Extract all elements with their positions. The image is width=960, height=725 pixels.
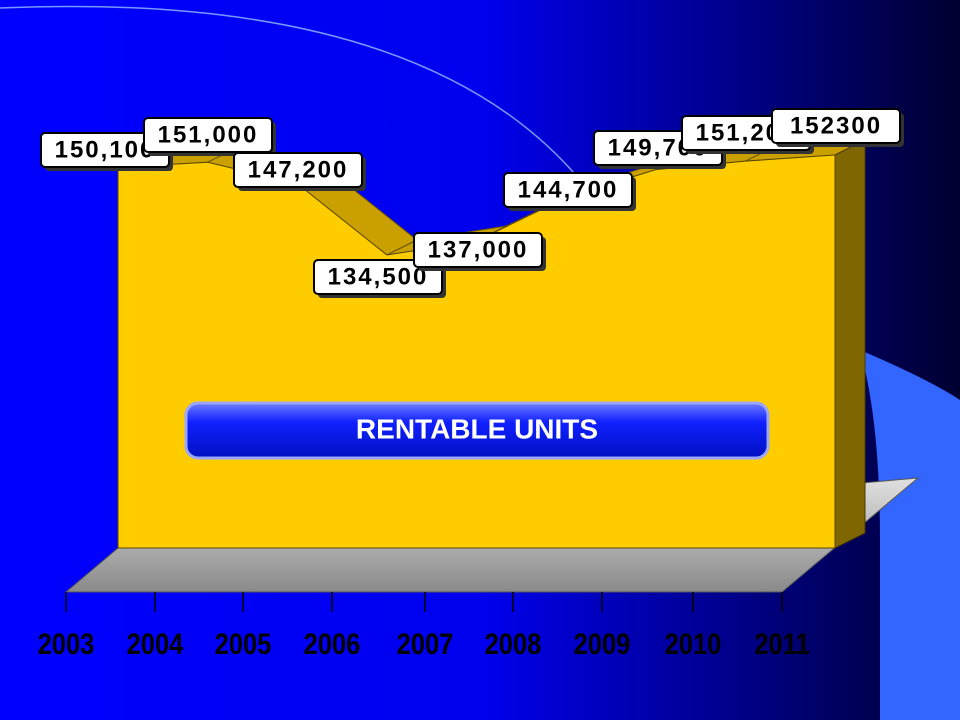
value-label: 137,000: [428, 236, 529, 263]
value-label: 152300: [790, 112, 882, 139]
chart-title: RENTABLE UNITS: [356, 413, 598, 444]
value-label: 134,500: [328, 263, 429, 290]
value-label: 144,700: [518, 176, 619, 203]
decor-curve: [0, 5, 581, 181]
label-box: [503, 172, 633, 208]
decor-shape: [860, 350, 960, 720]
x-tick-label: 2008: [485, 627, 542, 660]
label-box: [313, 259, 443, 295]
x-tick-label: 2010: [665, 627, 722, 660]
label-box: [413, 232, 543, 268]
x-tick-label: 2004: [127, 627, 184, 660]
x-tick-label: 2009: [574, 627, 631, 660]
banner-box: [184, 401, 770, 460]
x-tick-label: 2007: [397, 627, 454, 660]
label-box: [143, 117, 273, 153]
area-side: [834, 139, 866, 549]
x-tick-label: 2005: [215, 627, 272, 660]
value-label: 147,200: [248, 156, 349, 183]
label-box: [233, 152, 363, 188]
x-tick-label: 2006: [304, 627, 361, 660]
x-axis: 2003 2004 2005 2006 2007 2008 2009 2010 2011: [38, 592, 810, 660]
label-box: [771, 108, 901, 144]
banner: RENTABLE UNITS: [184, 401, 770, 460]
value-label: 151,000: [158, 121, 259, 148]
x-tick-label: 2011: [754, 627, 809, 660]
value-label: 150,100: [55, 136, 156, 163]
x-tick-label: 2003: [38, 627, 95, 660]
